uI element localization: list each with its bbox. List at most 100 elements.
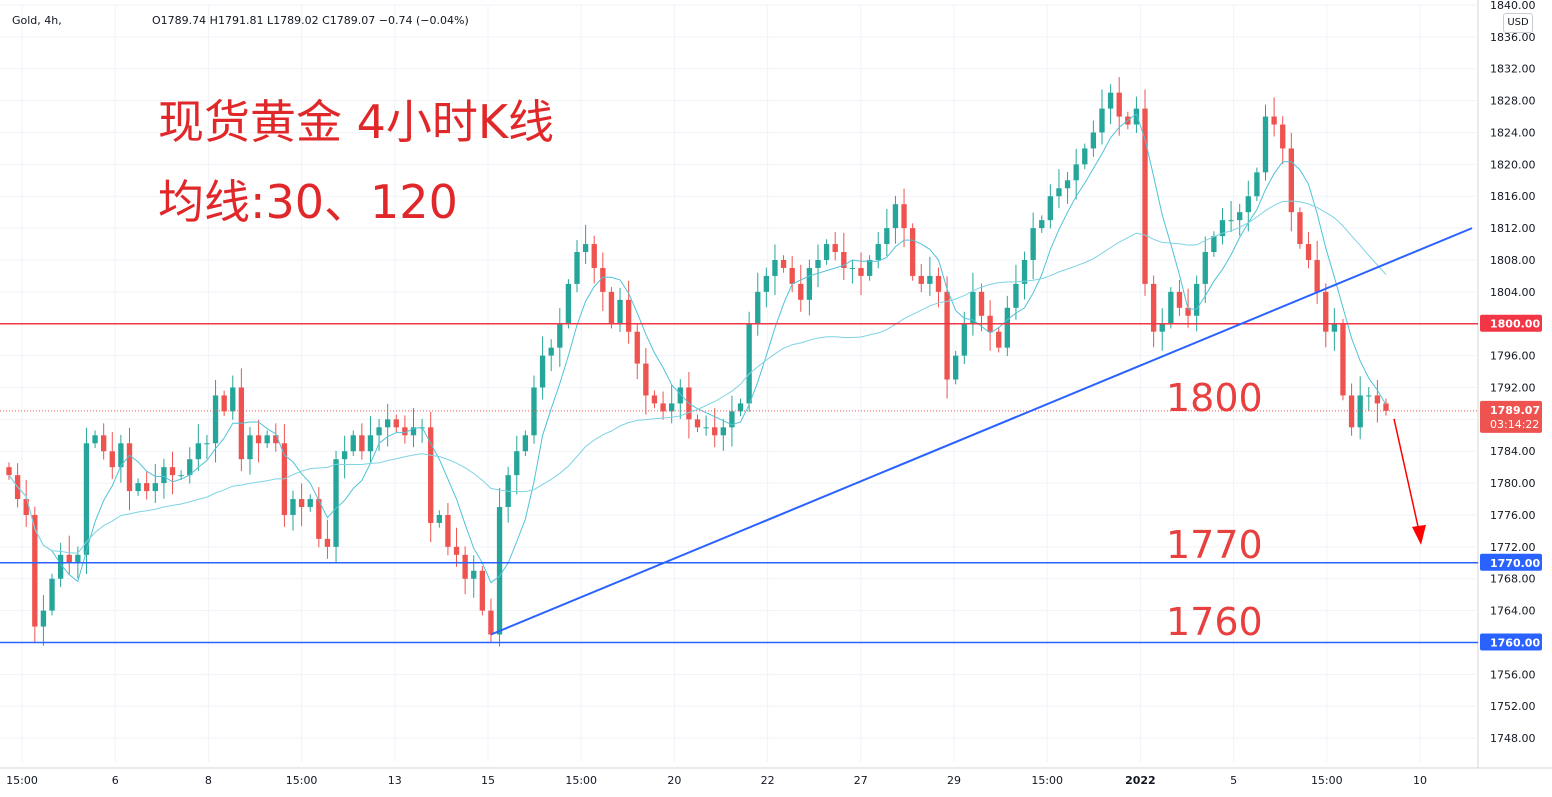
price-tag-1800-bg [1480, 314, 1542, 332]
candle-body [634, 331, 640, 364]
candle-body [1073, 164, 1079, 181]
candle-body [617, 299, 623, 324]
candle-body [625, 299, 632, 332]
candle-body [1202, 252, 1208, 284]
candle-body [798, 283, 804, 300]
candle-body [1099, 108, 1105, 133]
down-arrow-head [1412, 524, 1426, 545]
candle-body [6, 467, 12, 476]
candle-body [737, 403, 744, 412]
candle-body [1340, 323, 1346, 396]
candle-body [204, 443, 210, 445]
candle-body [1237, 212, 1243, 221]
candle-body [341, 451, 348, 460]
candle-body [832, 244, 838, 253]
candle-body [402, 427, 408, 436]
candle-body [866, 259, 873, 276]
open-value: 1789.74 [160, 14, 207, 27]
candle-body [1082, 148, 1088, 165]
candle-body [1056, 188, 1062, 197]
candle-body [376, 427, 382, 436]
symbol-label: Gold, 4h, [12, 14, 62, 27]
x-tick-label: 5 [1230, 774, 1237, 787]
x-tick-label: 15:00 [1031, 774, 1063, 787]
candle-body [1168, 291, 1174, 324]
candle-body [66, 554, 72, 563]
y-tick-label: 1748.00 [1490, 732, 1536, 745]
candle-body [531, 387, 537, 436]
candle-body [169, 467, 176, 476]
last-price-tag: 1789.07 [1490, 404, 1540, 417]
currency-button[interactable]: USD [1503, 13, 1533, 33]
x-tick-label: 13 [388, 774, 402, 787]
candle-body [970, 291, 976, 324]
candle-body [815, 259, 821, 268]
candle-body [298, 499, 305, 508]
candle-body [212, 395, 219, 444]
close-key: C [322, 14, 330, 27]
candle-body [324, 538, 331, 547]
y-tick-label: 1792.00 [1490, 381, 1536, 394]
candle-body [1383, 403, 1389, 411]
high-value: 1791.81 [217, 14, 264, 27]
candle-body [909, 228, 916, 276]
y-tick-label: 1776.00 [1490, 509, 1536, 522]
candle-body [608, 291, 615, 324]
candle-body [1374, 395, 1381, 404]
candle-body [1159, 323, 1165, 332]
candle-body [591, 244, 597, 268]
candle-body [1021, 259, 1028, 284]
low-value: 1789.02 [273, 14, 319, 27]
candle-body [935, 275, 942, 292]
x-tick-label: 10 [1413, 774, 1427, 787]
candle-body [892, 204, 899, 229]
candle-body [32, 514, 38, 627]
candle-body [694, 419, 701, 428]
candle-body [462, 554, 468, 579]
candle-body [720, 427, 726, 436]
candle-body [978, 291, 985, 316]
price-tag-1770: 1770.00 [1490, 557, 1540, 570]
y-tick-label: 1820.00 [1490, 158, 1536, 171]
candle-body [927, 275, 933, 284]
candle-body [445, 514, 451, 547]
level-1770-annotation: 1770 [1166, 523, 1263, 567]
candle-body [221, 395, 227, 412]
candle-body [57, 554, 64, 579]
level-1800-annotation: 1800 [1166, 376, 1263, 420]
candle-body [763, 275, 770, 292]
candle-body [23, 499, 29, 515]
high-key: H [209, 14, 218, 27]
low-key: L [266, 14, 274, 27]
candle-body [677, 387, 683, 404]
x-tick-label: 8 [205, 774, 212, 787]
candle-body [1288, 148, 1294, 213]
candle-body [1004, 307, 1010, 348]
y-tick-label: 1756.00 [1490, 668, 1536, 681]
candle-body [746, 323, 752, 404]
candle-body [712, 427, 718, 436]
candle-body [1064, 180, 1071, 189]
candle-body [901, 204, 907, 229]
change-value: −0.74 (−0.04%) [378, 14, 469, 27]
candle-body [522, 435, 529, 452]
x-tick-label: 15 [481, 774, 495, 787]
candle-body [264, 435, 270, 444]
candle-body [479, 570, 486, 611]
candle-body [393, 419, 399, 428]
candle-body [841, 252, 847, 268]
ohlc-legend: O1789.74 H1791.81 L1789.02 C1789.07 −0.7… [152, 14, 469, 27]
open-key: O [152, 14, 161, 27]
candle-body [359, 435, 365, 452]
candle-body [643, 363, 649, 396]
candle-body [135, 483, 141, 492]
level-1760-annotation: 1760 [1166, 600, 1263, 644]
candle-body [574, 252, 580, 284]
candle-body [1245, 196, 1251, 213]
candle-body [1150, 283, 1157, 332]
x-tick-label: 15:00 [286, 774, 318, 787]
candle-body [961, 323, 967, 356]
candle-body [849, 267, 856, 269]
